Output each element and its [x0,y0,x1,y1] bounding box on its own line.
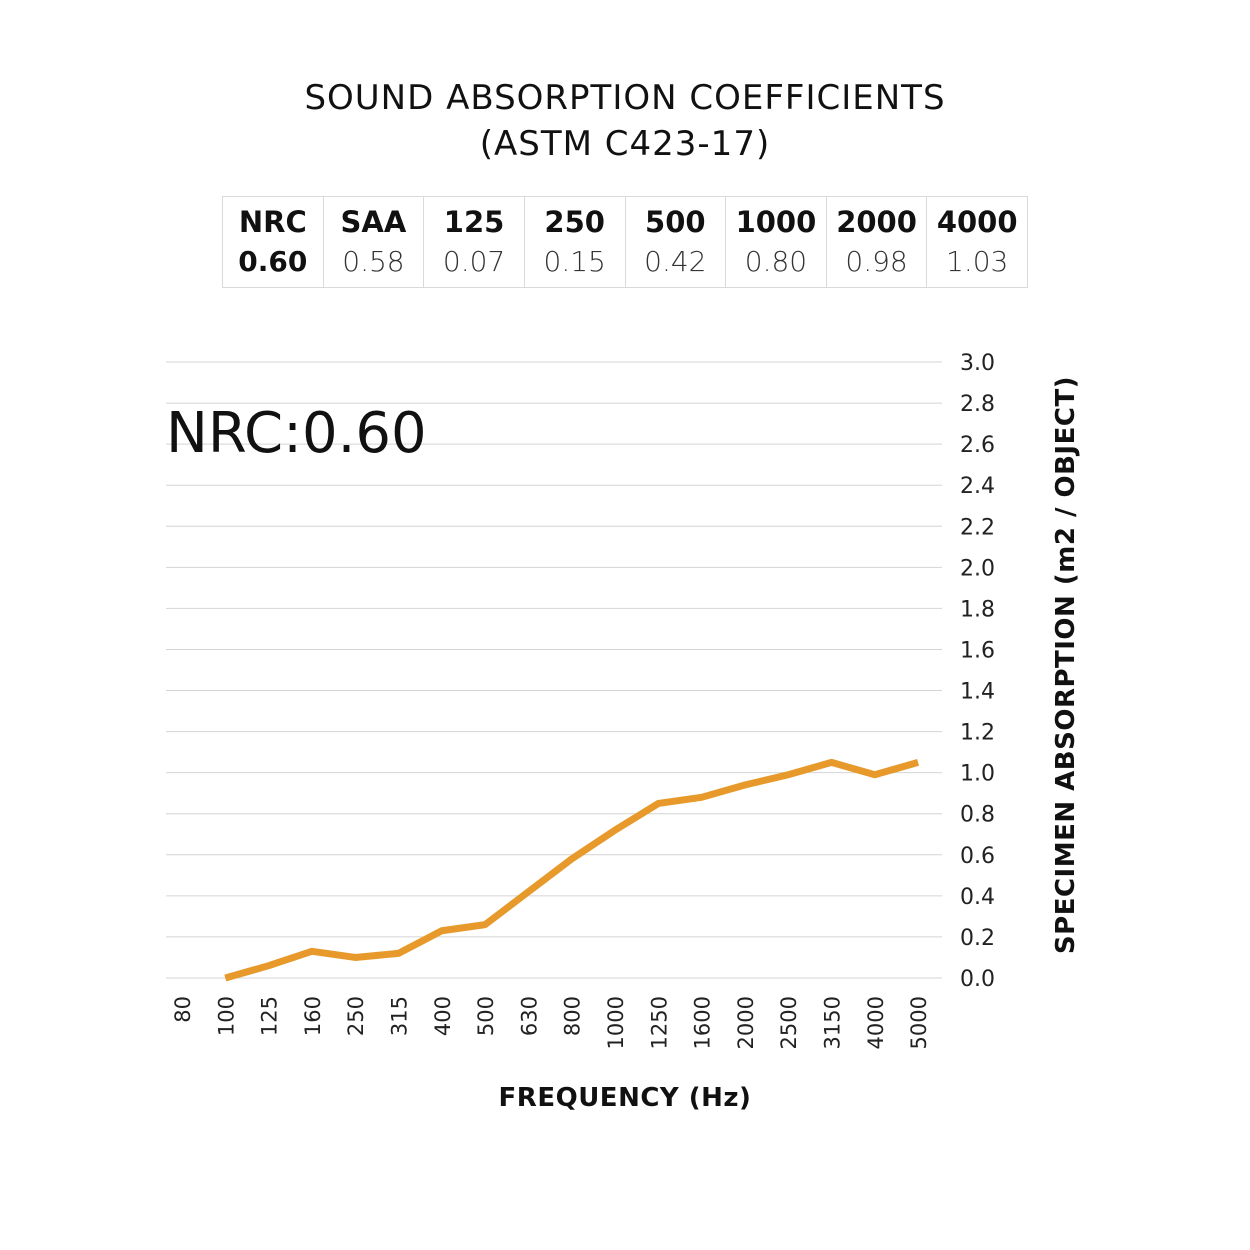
y-tick-label: 2.6 [960,433,995,458]
y-axis-ticks: 0.0 0.2 0.4 0.6 0.8 1.0 1.2 1.4 1.6 1.8 2.0 2.2 2.4 2… [960,351,995,992]
table-value: 1.03 [946,245,1009,278]
y-axis-title: SPECIMEN ABSORPTION (m2 / OBJECT) [1051,376,1081,954]
y-tick-label: 0.8 [960,803,995,828]
x-tick-label: 160 [301,996,325,1036]
table-header: 500 [645,205,706,239]
series-line [224,758,920,982]
table-header: NRC [238,205,307,239]
x-tick-label: 1250 [647,996,671,1049]
coefficients-row: NRC 0.60 SAA 0.58 125 0.07 250 0.15 500 0.42 … [222,196,1028,288]
y-tick-label: 0.6 [960,844,995,869]
y-tick-label: 2.0 [960,556,995,581]
x-tick-label: 630 [517,996,541,1036]
grid-lines [166,361,942,979]
y-tick-label: 2.8 [960,392,995,417]
table-value: 0.42 [644,245,707,278]
table-cell-1000: 1000 0.80 [725,196,827,288]
x-tick-label: 100 [214,996,238,1036]
table-value: 0.07 [442,245,506,278]
table-header: SAA [340,205,407,239]
x-tick-label: 500 [474,996,498,1036]
table-cell-2000: 2000 0.98 [825,196,928,288]
x-tick-label: 800 [561,996,585,1036]
x-axis-title: FREQUENCY (Hz) [499,1083,752,1113]
table-cell-4000: 4000 1.03 [926,196,1028,288]
x-tick-label: 5000 [907,996,931,1049]
table-value: 0.58 [342,245,405,278]
table-value: 0.80 [744,245,808,278]
x-tick-label: 400 [431,996,455,1036]
y-tick-label: 2.4 [960,474,995,499]
table-cell-saa: SAA 0.58 [322,196,425,288]
x-tick-label: 2500 [777,996,801,1049]
table-cell-125: 125 0.07 [423,196,525,288]
y-tick-label: 1.4 [960,680,995,705]
table-header: 4000 [936,205,1018,239]
table-value: 0.98 [845,245,908,278]
x-tick-label: 80 [171,996,195,1023]
x-tick-label: 2000 [734,996,758,1049]
chart-title: SOUND ABSORPTION COEFFICIENTS [304,78,946,118]
x-tick-label: 315 [388,996,412,1036]
x-tick-label: 250 [344,996,368,1036]
table-header: 1000 [735,205,817,239]
series-lines [224,758,920,982]
chart-subtitle: (ASTM C423-17) [479,124,771,164]
table-cell-250: 250 0.15 [523,196,626,288]
x-tick-label: 4000 [864,996,888,1049]
x-tick-label: 3150 [821,996,845,1049]
x-tick-label: 1000 [604,996,628,1049]
coefficients-table: NRC 0.60 SAA 0.58 125 0.07 250 0.15 500 0.42 … [222,196,1028,288]
nrc-annotation: NRC:0.60 [166,401,427,466]
table-header: 2000 [836,205,917,239]
table-cell-nrc: NRC 0.60 [222,196,324,288]
table-header: 125 [443,205,505,239]
y-tick-label: 1.6 [960,638,995,663]
y-tick-label: 3.0 [960,351,995,376]
x-tick-label: 125 [258,996,282,1036]
table-cell-500: 500 0.42 [624,196,727,288]
table-value: 0.60 [238,245,308,278]
y-tick-label: 1.8 [960,597,995,622]
table-value: 0.15 [543,245,606,278]
y-tick-label: 0.0 [960,967,995,992]
x-tick-label: 1600 [691,996,715,1049]
y-tick-label: 0.2 [960,926,995,951]
y-tick-label: 1.0 [960,762,995,787]
y-tick-label: 2.2 [960,515,995,540]
table-header: 250 [544,205,605,239]
y-tick-label: 0.4 [960,885,995,910]
x-axis-ticks: 80 100 125 160 250 315 400 500 630 800 1000 1250 160… [171,996,931,1049]
y-tick-label: 1.2 [960,721,995,746]
